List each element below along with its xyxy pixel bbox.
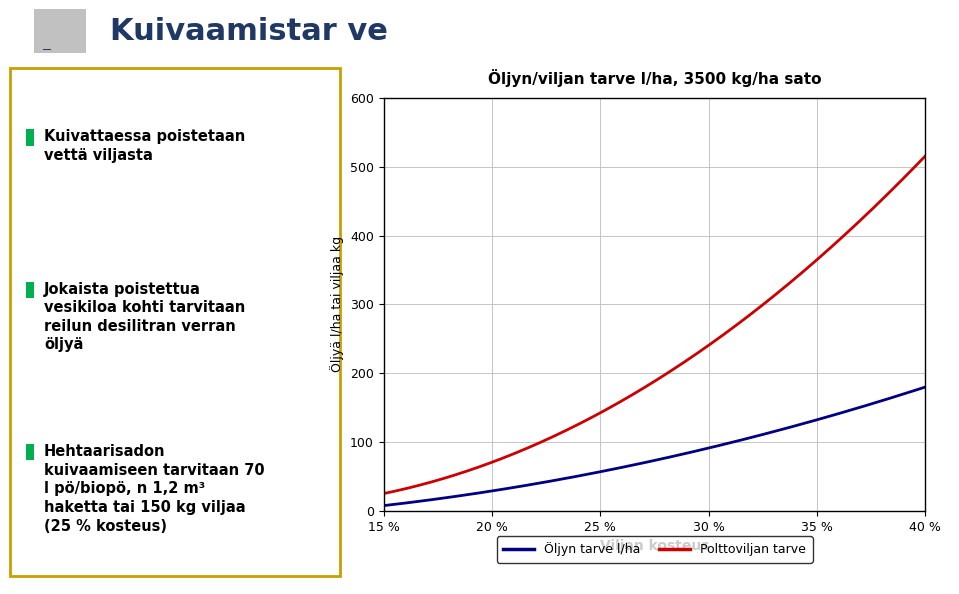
Öljyn tarve l/ha (671, 452, 683, 459)
Title: Öljyn/viljan tarve l/ha, 3500 kg/ha sato: Öljyn/viljan tarve l/ha, 3500 kg/ha sato (488, 69, 821, 87)
Polttoviljan tarve (671, 364, 683, 371)
Polttoviljan tarve (822, 247, 833, 254)
Bar (26, 282, 35, 298)
Line: Öljyn tarve l/ha: Öljyn tarve l/ha (384, 387, 925, 505)
Bar (26, 444, 35, 460)
Polttoviljan tarve (920, 152, 931, 159)
Öljyn tarve l/ha (822, 413, 833, 421)
Öljyn tarve l/ha (378, 502, 389, 509)
Öljyn tarve l/ha (639, 459, 650, 466)
Y-axis label: Öljyä l/ha tai viljaa kg: Öljyä l/ha tai viljaa kg (330, 236, 344, 372)
Polttoviljan tarve (378, 490, 389, 497)
Legend: Öljyn tarve l/ha, Polttoviljan tarve: Öljyn tarve l/ha, Polttoviljan tarve (497, 536, 812, 563)
Öljyn tarve l/ha (920, 384, 931, 391)
Bar (26, 129, 35, 146)
Öljyn tarve l/ha (906, 388, 918, 395)
Text: Kuivaamistar ve: Kuivaamistar ve (110, 17, 388, 46)
Öljyn tarve l/ha (635, 460, 646, 467)
Text: Jokaista poistettua
vesikiloa kohti tarvitaan
reilun desilitran verran
öljyä: Jokaista poistettua vesikiloa kohti tarv… (44, 282, 246, 352)
Polttoviljan tarve (700, 343, 712, 350)
Polttoviljan tarve (639, 384, 650, 391)
Öljyn tarve l/ha (700, 445, 712, 452)
X-axis label: Viljan kosteus: Viljan kosteus (599, 539, 710, 553)
Text: Kuivattaessa poistetaan
vettä viljasta: Kuivattaessa poistetaan vettä viljasta (44, 129, 246, 163)
Polttoviljan tarve (635, 386, 646, 393)
Polttoviljan tarve (906, 166, 918, 173)
Line: Polttoviljan tarve: Polttoviljan tarve (384, 156, 925, 494)
Text: Hehtaarisadon
kuivaamiseen tarvitaan 70
l pö/biopö, n 1,2 m³
haketta tai 150 kg : Hehtaarisadon kuivaamiseen tarvitaan 70 … (44, 444, 265, 533)
Bar (34, 10, 86, 53)
